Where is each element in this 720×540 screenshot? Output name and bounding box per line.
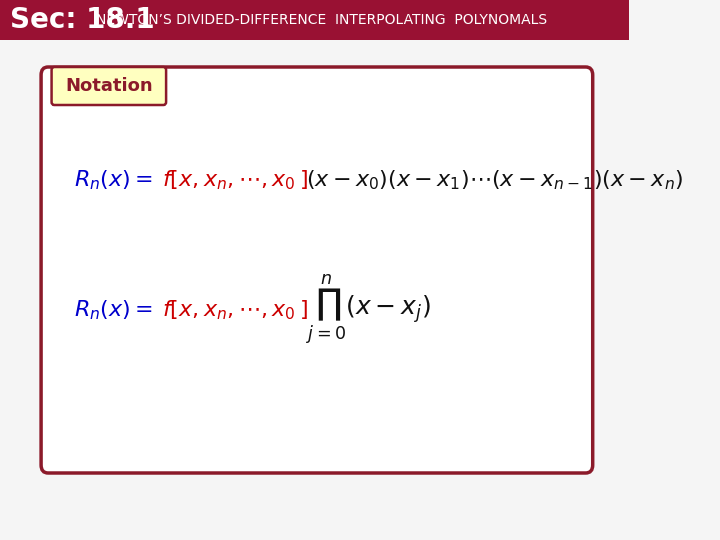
Text: Sec: 18.1: Sec: 18.1 — [11, 6, 155, 34]
FancyBboxPatch shape — [41, 67, 593, 473]
Text: NEWTON’S DIVIDED-DIFFERENCE  INTERPOLATING  POLYNOMALS: NEWTON’S DIVIDED-DIFFERENCE INTERPOLATIN… — [96, 13, 547, 27]
Text: $R_n(x) = $: $R_n(x) = $ — [74, 298, 153, 322]
Text: $R_n(x) = $: $R_n(x) = $ — [74, 168, 153, 192]
Text: $f[x, x_n, \cdots, x_0\,]$: $f[x, x_n, \cdots, x_0\,]$ — [162, 298, 307, 322]
Text: $f[x, x_n, \cdots, x_0\,]$: $f[x, x_n, \cdots, x_0\,]$ — [162, 168, 307, 192]
Text: Notation: Notation — [66, 77, 153, 95]
FancyBboxPatch shape — [52, 67, 166, 105]
Text: $\prod_{j=0}^{n}(x - x_j)$: $\prod_{j=0}^{n}(x - x_j)$ — [306, 273, 431, 347]
FancyBboxPatch shape — [0, 0, 629, 40]
Text: $(x - x_0)(x - x_1)\cdots(x - x_{n-1})(x - x_n)$: $(x - x_0)(x - x_1)\cdots(x - x_{n-1})(x… — [306, 168, 683, 192]
